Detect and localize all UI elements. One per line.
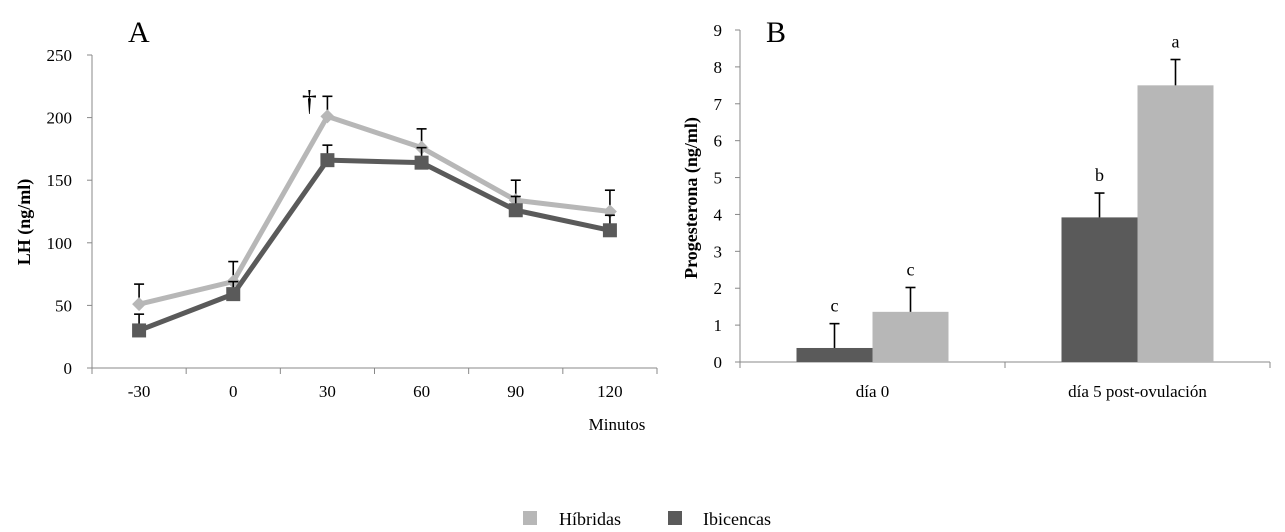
panel-b-y-tick-label: 0 — [714, 353, 723, 372]
panel-a-y-tick-label: 0 — [64, 359, 73, 378]
panel-b-y-tick-label: 4 — [714, 205, 723, 224]
significance-letter: b — [1095, 165, 1104, 185]
panel-a-x-tick-label: 30 — [319, 382, 336, 401]
panel-a-y-tick-label: 100 — [47, 234, 73, 253]
panel-a-x-axis-label: Minutos — [589, 415, 646, 434]
series-ibicencas — [132, 144, 617, 338]
data-point-ibicencas — [508, 203, 523, 218]
series-line-hibridas — [138, 113, 611, 307]
significance-letter: c — [831, 296, 839, 316]
legend-swatch-hibridas — [523, 511, 537, 525]
panel-a-y-tick-label: 50 — [55, 296, 72, 315]
panel-a-x-tick-label: 60 — [413, 382, 430, 401]
panel-b-y-tick-label: 8 — [714, 58, 723, 77]
legend-label-ibicencas: Ibicencas — [703, 509, 771, 529]
series-hibridas — [132, 95, 617, 312]
data-point-ibicencas — [226, 287, 241, 302]
panel-a-y-tick-label: 250 — [47, 46, 73, 65]
panel-a-x-tick-label: 0 — [229, 382, 238, 401]
data-point-ibicencas — [132, 323, 147, 338]
panel-b-y-axis-label: Progesterona (ng/ml) — [681, 117, 702, 279]
bar-ibicencas — [1061, 217, 1138, 362]
panel-b-y-tick-label: 2 — [714, 279, 723, 298]
panel-b-y-tick-label: 7 — [714, 95, 723, 114]
data-point-hibridas — [320, 109, 335, 124]
bar-ibicencas — [796, 347, 873, 362]
significance-letter: c — [907, 259, 915, 279]
panel-a-y-tick-label: 200 — [47, 109, 73, 128]
significance-letter: a — [1172, 32, 1180, 52]
legend-swatch-ibicencas — [668, 511, 682, 525]
data-point-ibicencas — [602, 223, 617, 238]
legend: Híbridas Ibicencas — [523, 509, 771, 529]
panel-a: A LH (ng/ml) Minutos 0 50 100 150 200 250 -30 0… — [14, 16, 658, 434]
bar-hibridas — [1137, 85, 1214, 362]
panel-b-y-tick-label: 6 — [714, 132, 723, 151]
series-line-ibicencas — [138, 157, 611, 333]
panel-b-y-tick-label: 3 — [714, 242, 723, 261]
data-point-ibicencas — [320, 153, 335, 168]
panel-b-label: B — [766, 16, 786, 49]
panel-a-x-tick-label: 120 — [597, 382, 623, 401]
data-point-hibridas — [132, 297, 147, 312]
panel-b-y-tick-label: 1 — [714, 316, 723, 335]
bar-hibridas — [872, 311, 949, 362]
panel-b: B Progesterona (ng/ml) 0 1 2 3 4 5 6 7 8 9 día 0 dí… — [681, 16, 1271, 401]
panel-a-y-axis-label: LH (ng/ml) — [14, 179, 35, 266]
panel-a-y-tick-label: 150 — [47, 171, 73, 190]
panel-a-label: A — [128, 16, 150, 49]
legend-label-hibridas: Híbridas — [559, 509, 621, 529]
panel-b-category-label: día 5 post-ovulación — [1068, 382, 1207, 401]
panel-b-y-tick-label: 5 — [714, 169, 723, 188]
panel-a-x-tick-label: -30 — [128, 382, 151, 401]
panel-b-category-label: día 0 — [856, 382, 890, 401]
significance-dagger: † — [302, 84, 317, 117]
data-point-ibicencas — [414, 155, 429, 170]
panel-b-y-tick-label: 9 — [714, 21, 723, 40]
panel-a-x-tick-label: 90 — [507, 382, 524, 401]
